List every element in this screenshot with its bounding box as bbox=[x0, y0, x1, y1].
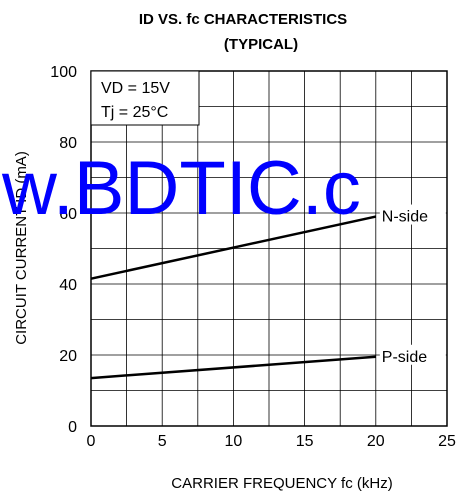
series-label-p-side: P-side bbox=[382, 349, 427, 366]
x-tick-label: 10 bbox=[225, 433, 243, 450]
tick-labels: 0 5 10 15 20 25 0 20 40 60 80 100 bbox=[50, 64, 456, 450]
y-axis-label: CIRCUIT CURRENT ID (mA) bbox=[13, 151, 30, 345]
y-tick-label: 0 bbox=[68, 419, 77, 436]
series-line-p-side bbox=[90, 355, 376, 380]
plot-frame bbox=[90, 70, 448, 427]
series-label-bg-n-side bbox=[379, 204, 446, 225]
x-tick-label: 5 bbox=[158, 433, 167, 450]
y-tick-label: 80 bbox=[59, 135, 77, 152]
series-group: N-side P-side bbox=[90, 204, 446, 380]
series-label-n-side: N-side bbox=[382, 209, 428, 226]
series-line-n-side bbox=[90, 215, 377, 280]
x-axis-label: CARRIER FREQUENCY fc (kHz) bbox=[171, 475, 392, 492]
y-tick-label: 20 bbox=[59, 348, 77, 365]
condition-text: VD = 15V bbox=[101, 80, 170, 97]
x-tick-label: 25 bbox=[438, 433, 456, 450]
y-tick-label: 40 bbox=[59, 277, 77, 294]
conditions-box: VD = 15V Tj = 25°C bbox=[90, 70, 200, 126]
condition-text: Tj = 25°C bbox=[101, 104, 168, 121]
y-tick-label: 100 bbox=[50, 64, 77, 81]
x-tick-label: 20 bbox=[367, 433, 385, 450]
watermark: w.BDTIC.c bbox=[1, 146, 361, 231]
chart-title: ID VS. fc CHARACTERISTICS bbox=[139, 11, 347, 28]
y-tick-label: 60 bbox=[59, 206, 77, 223]
x-tick-label: 15 bbox=[296, 433, 314, 450]
chart-subtitle: (TYPICAL) bbox=[224, 36, 298, 53]
series-label-bg-p-side bbox=[379, 344, 446, 365]
grid bbox=[91, 71, 447, 426]
x-tick-label: 0 bbox=[87, 433, 96, 450]
conditions-frame bbox=[90, 70, 200, 126]
